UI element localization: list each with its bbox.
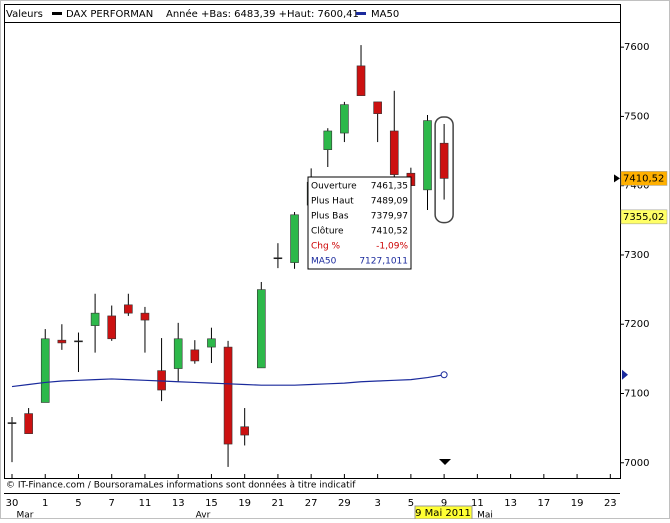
x-tick-label: 5 bbox=[75, 498, 81, 509]
candle-body bbox=[74, 340, 83, 343]
tooltip-key: Clôture bbox=[311, 226, 344, 237]
selection-ring bbox=[434, 116, 454, 224]
x-tick-label: 7 bbox=[109, 498, 115, 509]
tooltip-key: Plus Haut bbox=[311, 197, 354, 207]
x-tick-label: 27 bbox=[305, 498, 318, 509]
tooltip-value: -1,09% bbox=[376, 242, 408, 252]
x-tick-label: 1 bbox=[42, 498, 48, 509]
x-tick-label: 29 bbox=[338, 498, 351, 509]
candle-body bbox=[140, 312, 150, 321]
y-tick-label: 7300 bbox=[624, 250, 649, 261]
plot-frame bbox=[4, 4, 621, 479]
month-label: Mar bbox=[17, 511, 34, 520]
x-tick-label: 11 bbox=[471, 498, 484, 509]
date-marker bbox=[439, 459, 451, 465]
candle-body bbox=[207, 338, 216, 348]
candle-body bbox=[90, 312, 100, 326]
ma-point bbox=[440, 371, 448, 379]
candle-body bbox=[323, 130, 333, 150]
ma-line bbox=[11, 374, 445, 388]
candle-body bbox=[373, 101, 382, 114]
x-tick-label: 30 bbox=[6, 498, 19, 509]
footer: © IT-Finance.com / BoursoramaLes informa… bbox=[6, 480, 356, 491]
candle-body bbox=[389, 130, 399, 175]
candle-body bbox=[290, 214, 299, 263]
x-tick-label: 23 bbox=[604, 498, 617, 509]
y-tick-label: 7600 bbox=[624, 42, 649, 53]
y-tick-label: 7100 bbox=[624, 388, 649, 399]
price-arrow bbox=[614, 174, 620, 183]
legend-swatch bbox=[356, 12, 366, 15]
candle-body bbox=[107, 315, 117, 340]
tooltip-value: 7489,09 bbox=[371, 197, 408, 207]
candle-body bbox=[439, 142, 449, 179]
candle-body bbox=[40, 338, 50, 403]
x-tick-label: 5 bbox=[408, 498, 414, 509]
header-instrument: DAX PERFORMAN bbox=[66, 9, 153, 20]
tooltip-key: Plus Bas bbox=[311, 212, 349, 222]
x-tick-label: 19 bbox=[571, 498, 584, 509]
legend-swatch bbox=[52, 12, 62, 15]
candle-body bbox=[24, 413, 33, 434]
price-label: 7355,02 bbox=[623, 212, 664, 223]
tooltip-value: 7461,35 bbox=[371, 182, 408, 192]
candle-body bbox=[57, 339, 67, 344]
y-tick-label: 7200 bbox=[624, 319, 649, 330]
tooltip-value: 7379,97 bbox=[371, 212, 408, 222]
price-label-box bbox=[620, 171, 668, 186]
y-tick-label: 7400 bbox=[624, 181, 649, 192]
tooltip-key: Chg % bbox=[311, 242, 341, 252]
candle-body bbox=[190, 349, 200, 362]
candle-body bbox=[273, 257, 283, 260]
tooltip-value: 7410,52 bbox=[371, 227, 408, 237]
candle-body bbox=[173, 338, 183, 369]
header-ma: MA50 bbox=[371, 9, 399, 20]
tooltip-value: 7127,1011 bbox=[359, 257, 408, 267]
y-tick-label: 7000 bbox=[624, 458, 649, 469]
x-tick-label: 19 bbox=[238, 498, 251, 509]
x-tick-label: 15 bbox=[205, 498, 218, 509]
header-series: Valeurs bbox=[6, 9, 43, 20]
tooltip-key: Ouverture bbox=[311, 182, 357, 192]
header-range: Année +Bas: 6483,39 +Haut: 7600,41 bbox=[166, 8, 359, 20]
price-label: 7410,52 bbox=[623, 173, 664, 184]
candle-body bbox=[240, 426, 249, 436]
tooltip-box bbox=[307, 176, 412, 270]
ma-arrow bbox=[622, 369, 628, 380]
candle-body bbox=[124, 304, 133, 314]
month-label: Avr bbox=[196, 511, 211, 520]
candle-body bbox=[340, 104, 349, 134]
candle-body bbox=[256, 289, 266, 369]
tooltip-key: MA50 bbox=[311, 257, 337, 267]
price-label-box bbox=[620, 209, 668, 225]
x-tick-label: 3 bbox=[374, 498, 380, 509]
y-tick-label: 7500 bbox=[624, 111, 649, 122]
x-tick-label: 13 bbox=[504, 498, 517, 509]
x-tick-label: 13 bbox=[172, 498, 185, 509]
x-tick-label: 21 bbox=[272, 498, 285, 509]
candle-body bbox=[7, 422, 17, 424]
x-tick-label: 17 bbox=[537, 498, 550, 509]
candle-body bbox=[356, 65, 366, 96]
candle-body bbox=[223, 346, 233, 445]
x-tick-label: 11 bbox=[139, 498, 152, 509]
date-label: 9 Mai 2011 bbox=[415, 508, 471, 519]
candle-body bbox=[423, 120, 432, 191]
x-tick-label: 9 bbox=[441, 498, 447, 509]
month-label: Mai bbox=[477, 511, 493, 520]
